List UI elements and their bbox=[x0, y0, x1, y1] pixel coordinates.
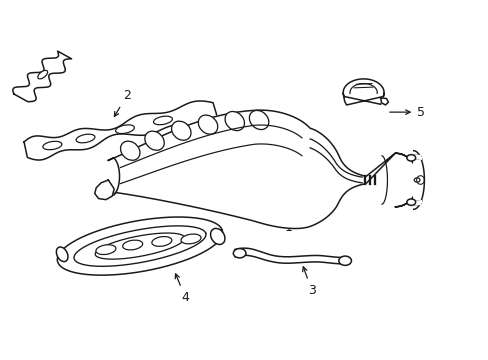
Ellipse shape bbox=[152, 237, 171, 246]
Polygon shape bbox=[411, 201, 421, 205]
Circle shape bbox=[413, 178, 419, 182]
Ellipse shape bbox=[144, 131, 164, 150]
Polygon shape bbox=[95, 233, 184, 259]
Polygon shape bbox=[380, 98, 387, 105]
Circle shape bbox=[406, 155, 415, 161]
Text: 1: 1 bbox=[282, 203, 292, 234]
Ellipse shape bbox=[38, 70, 47, 79]
Ellipse shape bbox=[153, 116, 172, 125]
Circle shape bbox=[338, 256, 351, 265]
Ellipse shape bbox=[96, 245, 116, 255]
Text: 4: 4 bbox=[175, 274, 189, 304]
Ellipse shape bbox=[181, 234, 201, 244]
Text: 5: 5 bbox=[389, 105, 424, 119]
Polygon shape bbox=[24, 101, 217, 160]
Polygon shape bbox=[411, 155, 421, 159]
Polygon shape bbox=[95, 180, 114, 200]
Text: 2: 2 bbox=[114, 89, 130, 116]
Text: 3: 3 bbox=[302, 267, 315, 297]
Ellipse shape bbox=[122, 240, 142, 250]
Ellipse shape bbox=[120, 141, 140, 160]
Polygon shape bbox=[343, 79, 383, 105]
Ellipse shape bbox=[249, 111, 268, 130]
Circle shape bbox=[406, 199, 415, 205]
Ellipse shape bbox=[43, 141, 62, 150]
Ellipse shape bbox=[171, 121, 191, 140]
Ellipse shape bbox=[224, 112, 244, 131]
Polygon shape bbox=[57, 217, 222, 275]
Polygon shape bbox=[108, 110, 418, 229]
Ellipse shape bbox=[198, 115, 217, 134]
Ellipse shape bbox=[76, 134, 95, 143]
Ellipse shape bbox=[115, 125, 134, 134]
Ellipse shape bbox=[210, 228, 224, 244]
Ellipse shape bbox=[56, 247, 68, 262]
Polygon shape bbox=[74, 226, 205, 266]
Circle shape bbox=[233, 249, 245, 258]
Polygon shape bbox=[234, 248, 348, 264]
Polygon shape bbox=[13, 51, 71, 102]
Polygon shape bbox=[413, 151, 424, 209]
